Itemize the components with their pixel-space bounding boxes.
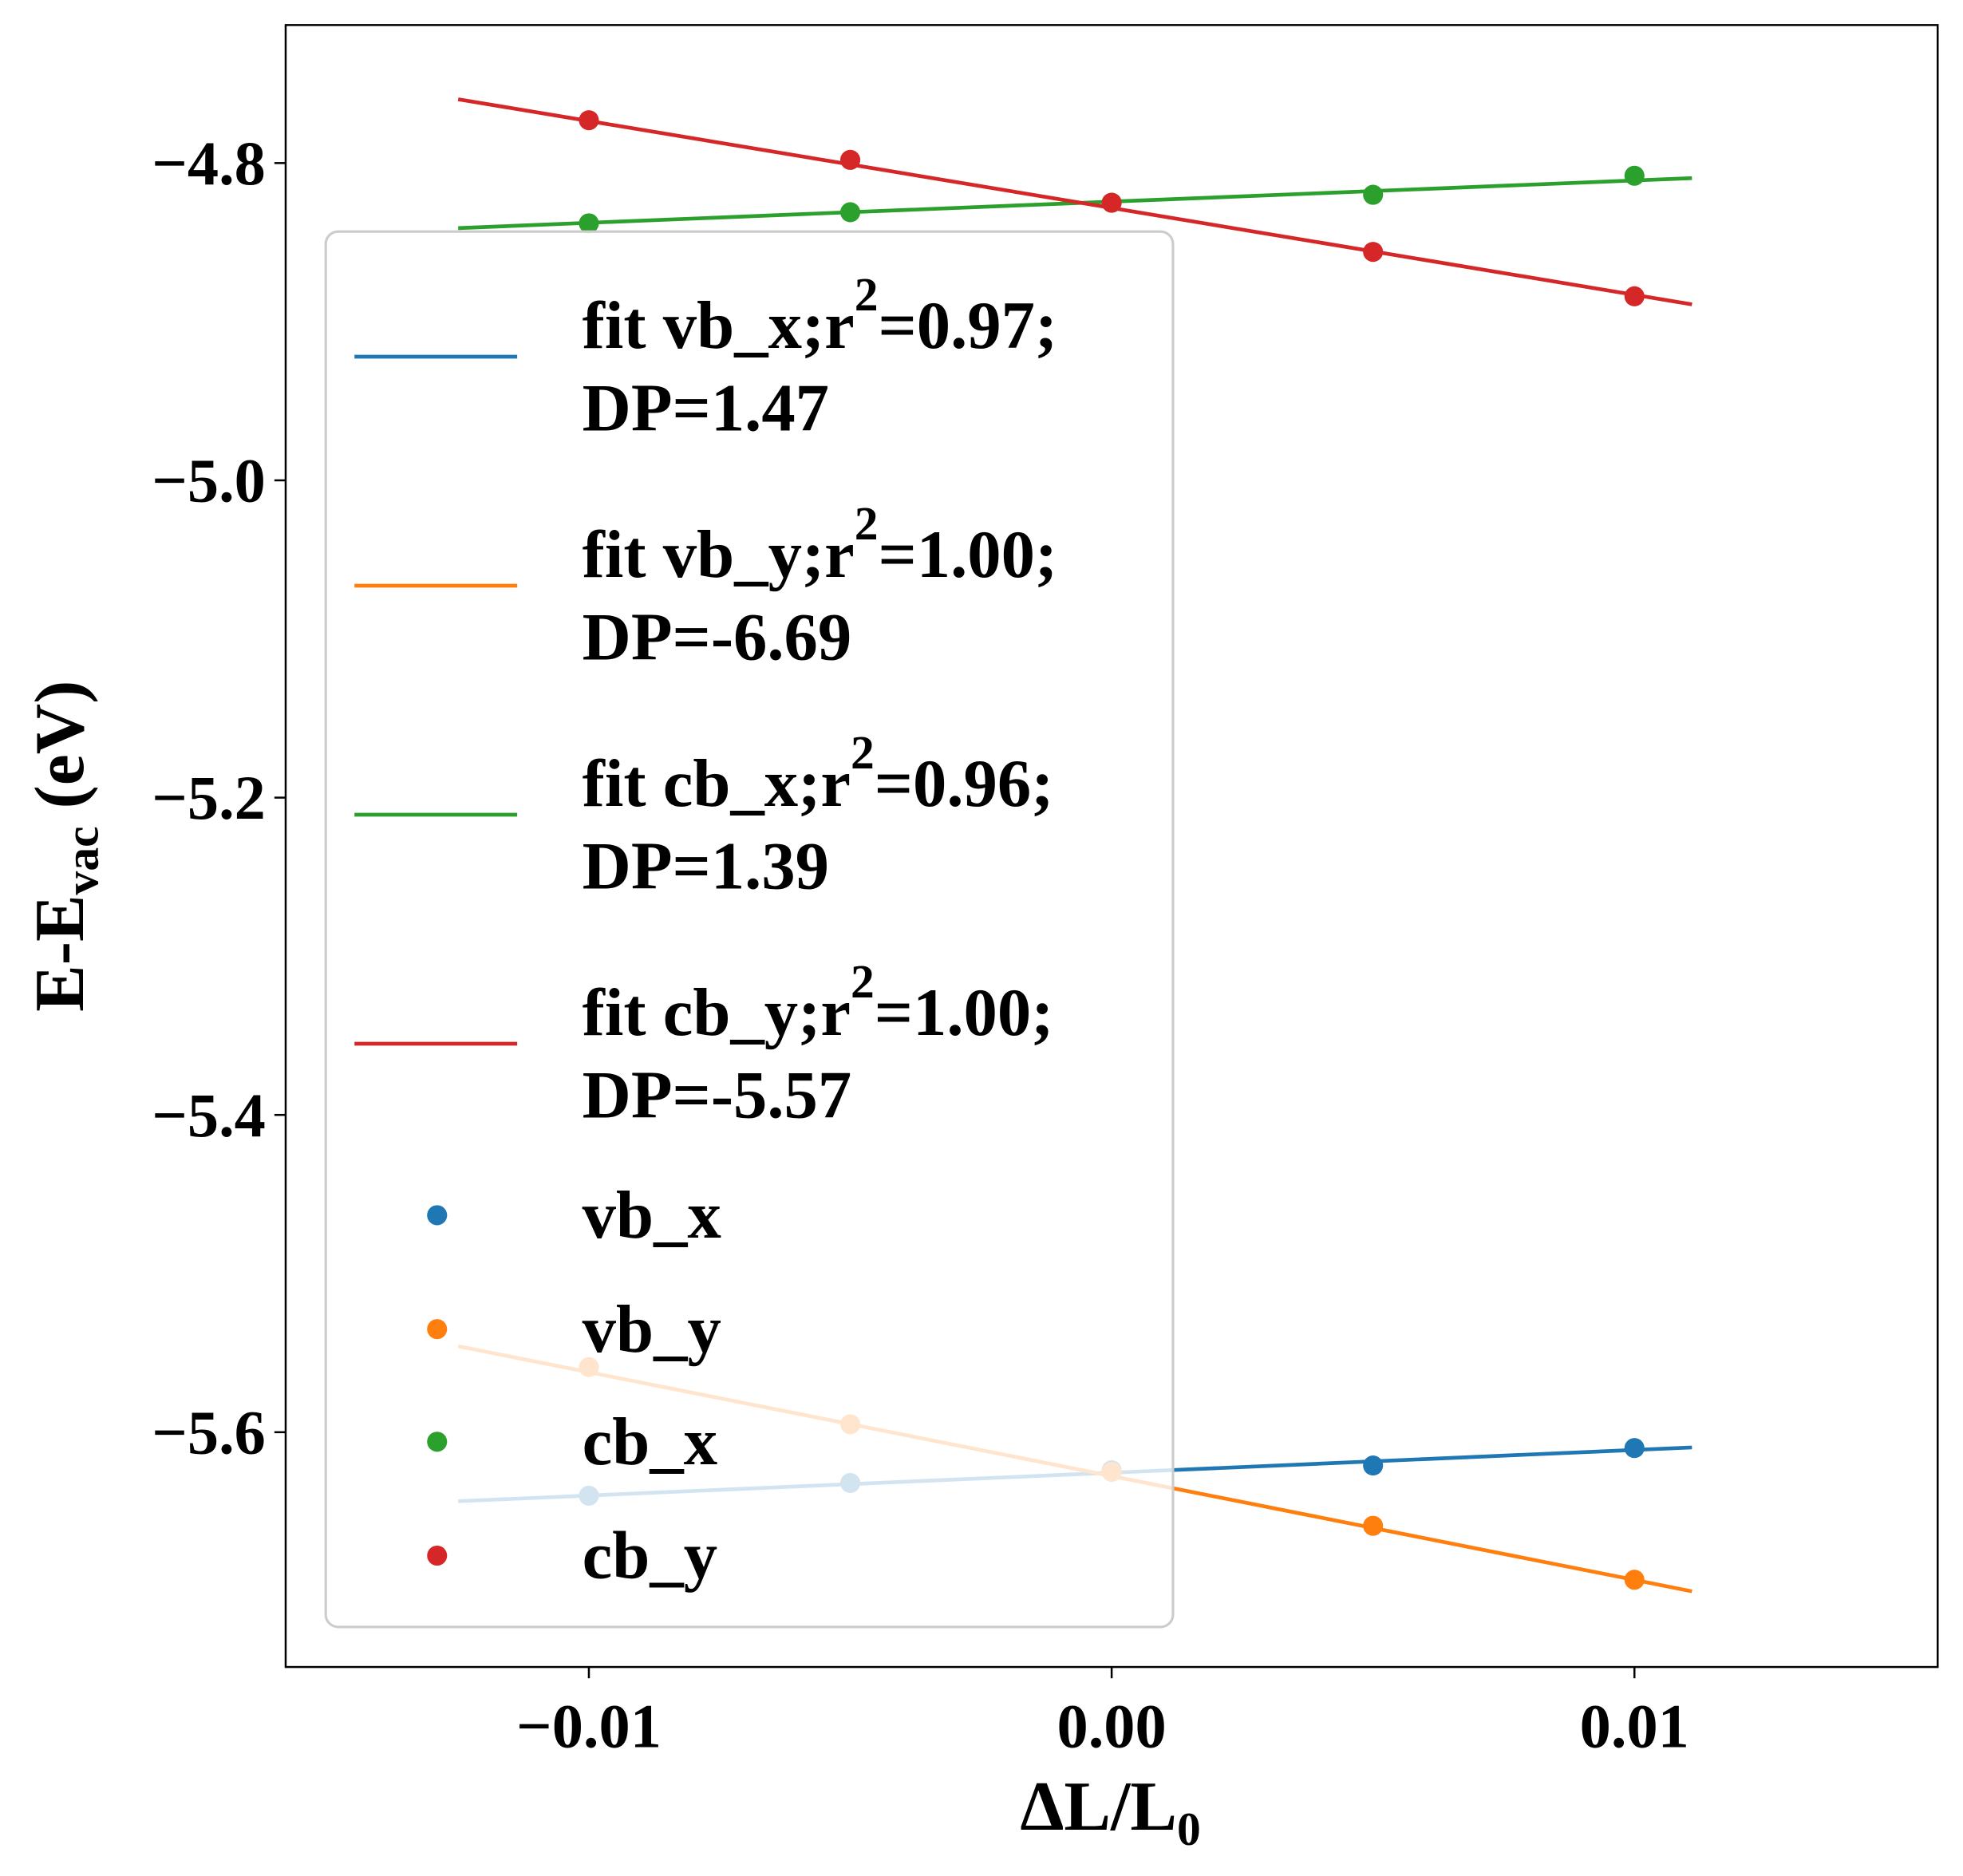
x-tick-label: 0.01 bbox=[1580, 1691, 1689, 1760]
legend-fit-label-vb_x: fit vb_x;r2=0.97; bbox=[583, 268, 1058, 363]
y-axis-label: E-Evac (eV) bbox=[21, 681, 109, 1012]
point-vb_y bbox=[1363, 1515, 1384, 1536]
legend-box bbox=[324, 230, 1175, 1629]
y-tick-label: −5.2 bbox=[152, 763, 266, 832]
legend-dp-label-vb_x: DP=1.47 bbox=[583, 372, 829, 446]
legend-marker-vb_y bbox=[427, 1319, 448, 1340]
y-tick-label: −5.0 bbox=[152, 446, 266, 515]
point-cb_x bbox=[579, 213, 599, 234]
point-cb_y bbox=[1101, 192, 1122, 213]
y-tick-label: −4.8 bbox=[152, 128, 266, 198]
fit-line-cb_y bbox=[457, 97, 1692, 306]
legend-label-vb_x: vb_x bbox=[583, 1179, 721, 1253]
legend-label-cb_y: cb_y bbox=[583, 1519, 717, 1594]
legend-fit-label-cb_x: fit cb_x;r2=0.96; bbox=[583, 726, 1054, 821]
x-tick-label: −0.01 bbox=[516, 1691, 662, 1760]
point-cb_y bbox=[839, 149, 861, 170]
point-vb_y bbox=[1624, 1570, 1645, 1590]
point-cb_x bbox=[1624, 165, 1645, 186]
point-cb_x bbox=[839, 202, 861, 223]
point-cb_y bbox=[1363, 242, 1384, 263]
y-tick-label: −5.6 bbox=[152, 1398, 266, 1467]
legend-dp-label-vb_y: DP=-6.69 bbox=[583, 601, 852, 675]
axis-ticks: −0.01 0.00 0.01 −4.8 −5.0 −5.2 −5.4 −5.6 bbox=[152, 128, 1689, 1760]
legend-marker-cb_y bbox=[427, 1545, 448, 1566]
y-tick-label: −5.4 bbox=[152, 1080, 266, 1150]
point-vb_x bbox=[1624, 1438, 1645, 1459]
x-tick-label: 0.00 bbox=[1057, 1691, 1167, 1760]
legend-fit-label-vb_y: fit vb_y;r2=1.00; bbox=[583, 497, 1058, 592]
legend-label-cb_x: cb_x bbox=[583, 1405, 717, 1479]
legend-dp-label-cb_y: DP=-5.57 bbox=[583, 1059, 852, 1133]
legend-marker-cb_x bbox=[427, 1432, 448, 1452]
point-vb_x bbox=[1363, 1455, 1384, 1476]
legend-label-vb_y: vb_y bbox=[583, 1293, 721, 1367]
point-cb_y bbox=[579, 110, 599, 131]
legend: fit vb_x;r2=0.97; DP=1.47 fit vb_y;r2=1.00… bbox=[324, 230, 1175, 1629]
legend-dp-label-cb_x: DP=1.39 bbox=[583, 830, 829, 904]
point-cb_y bbox=[1624, 286, 1645, 306]
legend-fit-label-cb_y: fit cb_y;r2=1.00; bbox=[583, 955, 1054, 1050]
legend-marker-vb_x bbox=[427, 1205, 448, 1226]
point-cb_x bbox=[1363, 184, 1384, 205]
x-axis-label: ΔL/L0 bbox=[1020, 1767, 1200, 1855]
